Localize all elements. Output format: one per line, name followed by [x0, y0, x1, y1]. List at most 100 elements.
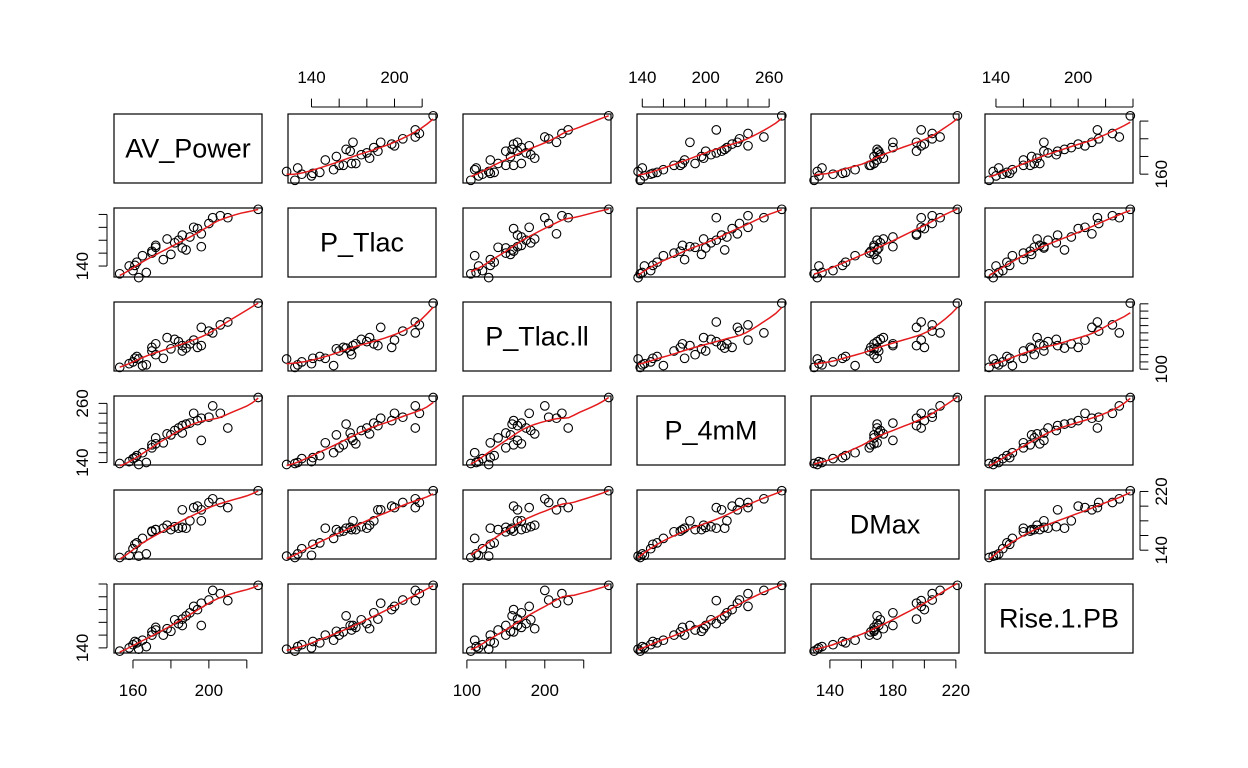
- point-r0-c2-27: [603, 110, 614, 121]
- bottom-tick-label-col4-140: 140: [816, 681, 844, 700]
- smooth-line-r3-c5: [988, 397, 1131, 467]
- smooth-line-r4-c2: [470, 489, 609, 556]
- point-r2-c4-7: [817, 359, 827, 370]
- point-r3-c4-3: [837, 452, 848, 463]
- panel-box-r0-c2: [462, 113, 612, 184]
- point-r3-c2-7: [471, 457, 482, 468]
- point-r5-c2-7: [471, 641, 482, 652]
- point-r1-c2-27: [603, 204, 614, 215]
- point-r5-c2-27: [603, 580, 614, 591]
- point-r2-c4-5: [812, 354, 823, 364]
- point-r0-c2-11: [493, 158, 503, 169]
- point-r4-c5-25: [1107, 497, 1118, 508]
- point-r1-c4-27: [952, 204, 963, 215]
- point-r2-c5-21: [1073, 342, 1084, 353]
- point-r3-c4-27: [952, 392, 963, 403]
- smooth-line-r1-c2: [470, 208, 609, 273]
- point-r5-c3-19: [722, 607, 732, 618]
- point-r2-c4-18: [872, 343, 882, 353]
- point-r2-c3-11: [690, 349, 700, 360]
- panel-box-r4-c3: [636, 489, 786, 560]
- point-r5-c0-29: [162, 623, 172, 634]
- right-tick-label-row0-160: 160: [1152, 160, 1171, 188]
- point-r5-c1-27: [428, 580, 439, 591]
- panel-box-r4-c4: [810, 489, 960, 560]
- point-r4-c0-26: [222, 502, 233, 513]
- variable-label-dmax: DMax: [850, 510, 921, 540]
- point-r5-c3-29: [698, 623, 709, 634]
- point-r5-c1-11: [346, 625, 357, 635]
- point-r0-c2-29: [529, 153, 540, 164]
- point-r3-c2-24: [539, 401, 550, 411]
- point-r0-c4-19: [888, 142, 898, 153]
- point-r0-c2-12: [485, 155, 496, 165]
- point-r1-c4-25: [927, 210, 938, 221]
- point-r1-c5-18: [1059, 245, 1070, 255]
- point-r5-c3-25: [743, 588, 753, 599]
- smooth-line-r2-c5: [988, 312, 1131, 366]
- left-tick-label-row1-140: 140: [73, 252, 92, 280]
- point-r1-c3-19: [722, 232, 732, 242]
- point-r3-c1-25: [414, 408, 425, 419]
- point-r0-c4-18: [872, 144, 882, 155]
- point-r4-c0-28: [196, 515, 207, 526]
- smooth-line-r1-c5: [988, 209, 1131, 277]
- point-r4-c1-23: [397, 497, 408, 508]
- point-r1-c4-16: [873, 243, 884, 253]
- point-r1-c5-26: [1092, 212, 1103, 223]
- point-r5-c4-23: [927, 595, 938, 605]
- point-r0-c3-21: [727, 139, 737, 149]
- point-r5-c3-26: [711, 595, 722, 606]
- point-r1-c4-26: [916, 212, 927, 223]
- point-r4-c0-17: [177, 504, 188, 515]
- top-tick-label-col3-200: 200: [692, 68, 720, 87]
- point-r2-c5-14: [1051, 334, 1062, 345]
- point-r4-c2-29: [529, 520, 540, 531]
- point-r5-c3-1: [639, 643, 650, 653]
- point-r4-c3-24: [759, 493, 769, 504]
- point-r3-c5-26: [1092, 423, 1103, 433]
- point-r2-c0-0: [114, 362, 125, 373]
- point-r3-c4-22: [911, 413, 922, 424]
- point-r4-c1-27: [428, 485, 439, 496]
- point-r1-c3-8: [669, 248, 679, 258]
- point-r1-c4-12: [872, 254, 882, 265]
- smooth-line-r0-c5: [988, 121, 1131, 178]
- point-r3-c0-22: [196, 413, 207, 424]
- point-r0-c4-16: [873, 146, 884, 157]
- point-r0-c2-6: [469, 164, 480, 175]
- point-r2-c5-6: [1007, 360, 1018, 371]
- point-r1-c5-28: [1039, 241, 1049, 252]
- point-r4-c0-24: [207, 493, 218, 504]
- point-r5-c1-25: [414, 588, 425, 599]
- point-r4-c3-22: [732, 504, 743, 515]
- point-r2-c4-22: [911, 322, 922, 333]
- point-r1-c5-13: [1026, 249, 1037, 260]
- smooth-line-r1-c0: [119, 208, 259, 277]
- point-r0-c4-24: [935, 132, 945, 142]
- panel-box-r2-c3: [636, 301, 786, 372]
- point-r3-c1-13: [331, 430, 342, 440]
- point-r0-c5-7: [993, 163, 1004, 173]
- point-r1-c0-19: [185, 232, 195, 242]
- point-r1-c0-17: [177, 230, 188, 240]
- point-r4-c3-14: [706, 521, 716, 532]
- point-r3-c2-27: [603, 392, 614, 403]
- point-r1-c0-29: [162, 234, 172, 244]
- point-r1-c2-22: [551, 228, 562, 239]
- point-r4-c2-21: [508, 501, 519, 511]
- point-r3-c0-11: [150, 433, 161, 443]
- point-r0-c5-27: [1125, 110, 1136, 121]
- panel-box-r4-c5: [984, 489, 1134, 560]
- point-r1-c0-18: [181, 245, 191, 255]
- point-r4-c5-23: [1093, 497, 1104, 508]
- point-r3-c1-27: [428, 392, 439, 403]
- panel-box-r5-c0: [113, 583, 263, 654]
- point-r2-c4-12: [872, 353, 882, 364]
- point-r1-c5-1: [991, 261, 1001, 271]
- smooth-line-r5-c3: [637, 583, 783, 651]
- bottom-tick-label-col0-200: 200: [195, 681, 223, 700]
- panel-box-r2-c4: [810, 301, 960, 372]
- point-r2-c0-26: [222, 317, 233, 327]
